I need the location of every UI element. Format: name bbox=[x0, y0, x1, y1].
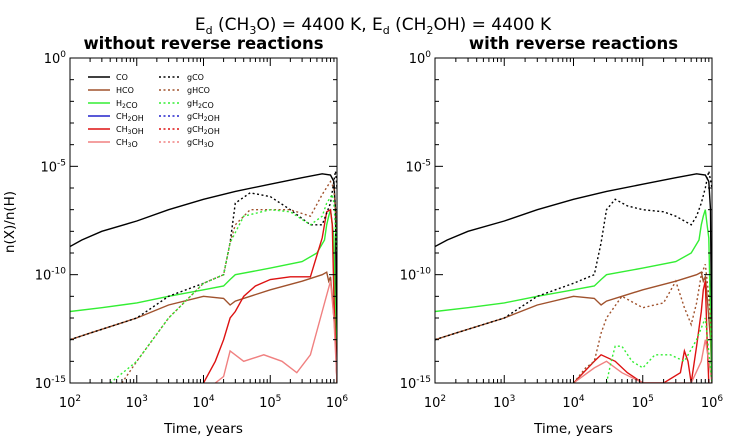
x-tick-label: 102 bbox=[424, 394, 446, 411]
series-line-ch3oh bbox=[202, 208, 337, 383]
title-part: d bbox=[206, 24, 213, 37]
panel-title: with reverse reactions bbox=[469, 34, 678, 53]
series-line-co bbox=[435, 173, 712, 383]
y-tick-label: 10-5 bbox=[405, 158, 431, 175]
series-line-ch3oh bbox=[572, 281, 710, 383]
title-part: 3 bbox=[249, 24, 256, 37]
series-line-ch3o bbox=[573, 339, 712, 383]
x-tick-label: 105 bbox=[632, 394, 654, 411]
legend-label: H2CO bbox=[116, 99, 138, 110]
panel-title: without reverse reactions bbox=[83, 34, 323, 53]
legend-label: gCO bbox=[187, 73, 204, 82]
series-line-hco bbox=[435, 271, 712, 383]
x-tick-label: 104 bbox=[562, 394, 585, 411]
legend-label: gHCO bbox=[187, 86, 210, 95]
legend-label: gCH2OH bbox=[187, 125, 220, 136]
legend-label: CH2OH bbox=[116, 112, 144, 123]
plot-frame bbox=[434, 57, 713, 384]
legend-label: HCO bbox=[116, 86, 134, 95]
x-tick-label: 102 bbox=[59, 394, 81, 411]
y-tick-label: 10-15 bbox=[35, 375, 66, 392]
x-axis-label: Time, years bbox=[533, 421, 613, 437]
y-tick-label: 10-15 bbox=[400, 375, 431, 392]
legend-label: CH3O bbox=[116, 138, 138, 149]
title-part: E bbox=[195, 15, 206, 35]
x-tick-label: 103 bbox=[493, 394, 515, 411]
y-tick-label: 10-5 bbox=[40, 158, 66, 175]
legend-label: gCH2OH bbox=[187, 112, 220, 123]
y-axis-label: n(X)/n(H) bbox=[2, 191, 18, 253]
title-part: (CH bbox=[213, 15, 250, 35]
x-tick-label: 106 bbox=[701, 394, 724, 411]
x-tick-label: 106 bbox=[326, 394, 349, 411]
series-line-hco bbox=[70, 271, 337, 383]
title-part: O) = 4400 K, E bbox=[256, 15, 382, 35]
series-line-gco bbox=[435, 170, 712, 341]
panel-with-reverse: 102 103 104 105 106 10-15 10-10 10-5 100 with rev… bbox=[400, 34, 724, 437]
x-axis-label: Time, years bbox=[163, 421, 243, 437]
series-line-ch3o bbox=[214, 281, 337, 383]
title-part: d bbox=[383, 24, 390, 37]
title-part: OH) = 4400 K bbox=[433, 15, 552, 35]
x-tick-label: 104 bbox=[192, 394, 215, 411]
y-tick-label: 10-10 bbox=[35, 267, 67, 284]
x-tick-label: 103 bbox=[126, 394, 148, 411]
main-title: Ed (CH3O) = 4400 K, Ed (CH2OH) = 4400 K bbox=[195, 15, 552, 37]
title-part: 2 bbox=[426, 24, 433, 37]
legend: CO HCO H2CO CH2OH CH3OH CH3O gCO gHCO gH2CO gCH2O… bbox=[88, 73, 220, 149]
legend-label: CO bbox=[116, 73, 128, 82]
x-tick-label: 105 bbox=[259, 394, 281, 411]
legend-label: gCH3O bbox=[187, 138, 214, 149]
y-tick-label: 100 bbox=[409, 50, 432, 67]
series-line-co bbox=[70, 173, 337, 383]
title-part: (CH bbox=[390, 15, 427, 35]
y-tick-label: 100 bbox=[44, 50, 67, 67]
series-line-ghco bbox=[572, 264, 712, 383]
series-line-gco bbox=[70, 170, 337, 341]
legend-label: gH2CO bbox=[187, 99, 214, 110]
y-tick-label: 10-10 bbox=[400, 267, 432, 284]
legend-label: CH3OH bbox=[116, 125, 144, 136]
series-line-h2co bbox=[435, 209, 712, 383]
series-line-gh2co bbox=[109, 192, 337, 383]
panel-without-reverse: 102 103 104 105 106 10-15 10-10 10-5 100 without … bbox=[35, 34, 349, 437]
